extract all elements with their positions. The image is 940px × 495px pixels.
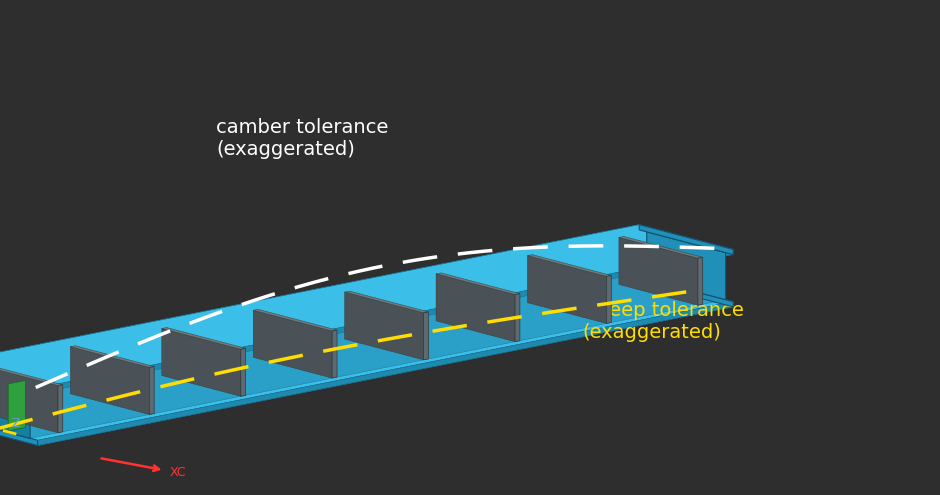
- Polygon shape: [606, 275, 611, 323]
- Polygon shape: [58, 385, 63, 433]
- Polygon shape: [332, 330, 337, 378]
- Text: Z: Z: [11, 417, 20, 430]
- Polygon shape: [619, 237, 703, 258]
- Polygon shape: [345, 291, 429, 313]
- Polygon shape: [38, 249, 733, 393]
- Polygon shape: [0, 415, 38, 446]
- Polygon shape: [515, 294, 520, 342]
- Text: sweep tolerance
(exaggerated): sweep tolerance (exaggerated): [583, 301, 744, 342]
- Polygon shape: [253, 310, 332, 378]
- Polygon shape: [162, 329, 241, 396]
- Polygon shape: [647, 232, 726, 299]
- Polygon shape: [0, 277, 639, 421]
- Polygon shape: [162, 328, 245, 349]
- Polygon shape: [639, 225, 733, 254]
- Polygon shape: [241, 348, 245, 396]
- Polygon shape: [424, 312, 429, 360]
- Polygon shape: [527, 254, 611, 276]
- Polygon shape: [0, 363, 38, 393]
- Polygon shape: [0, 370, 30, 438]
- Polygon shape: [527, 255, 606, 323]
- Polygon shape: [436, 274, 515, 342]
- Polygon shape: [345, 292, 424, 360]
- Polygon shape: [436, 273, 520, 295]
- Polygon shape: [8, 380, 25, 431]
- Polygon shape: [639, 277, 733, 307]
- Text: XC: XC: [169, 466, 186, 479]
- Polygon shape: [30, 252, 726, 438]
- Polygon shape: [0, 277, 733, 440]
- Polygon shape: [38, 301, 733, 446]
- Polygon shape: [0, 232, 647, 417]
- Polygon shape: [697, 257, 703, 305]
- Polygon shape: [70, 346, 154, 367]
- Polygon shape: [619, 238, 697, 305]
- Polygon shape: [0, 225, 639, 368]
- Polygon shape: [0, 225, 733, 388]
- Polygon shape: [0, 365, 58, 433]
- Polygon shape: [253, 309, 337, 331]
- Polygon shape: [0, 282, 733, 446]
- Polygon shape: [70, 346, 149, 414]
- Polygon shape: [0, 364, 63, 386]
- Polygon shape: [149, 366, 154, 414]
- Text: camber tolerance
(exaggerated): camber tolerance (exaggerated): [216, 118, 388, 159]
